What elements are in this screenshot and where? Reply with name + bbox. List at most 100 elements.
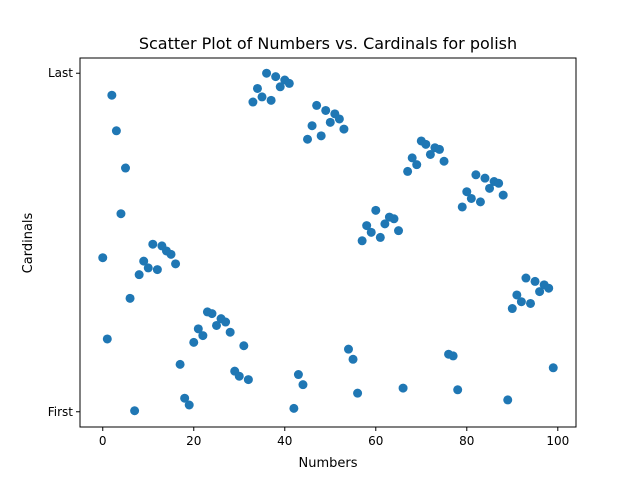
y-tick-label: Last xyxy=(48,66,73,80)
data-point xyxy=(325,117,335,127)
data-point xyxy=(116,209,126,219)
data-point xyxy=(262,68,272,78)
y-tick-label: First xyxy=(48,405,74,419)
data-point xyxy=(462,187,472,197)
data-point xyxy=(398,383,408,393)
data-point xyxy=(380,219,390,229)
data-point xyxy=(530,276,540,286)
data-point xyxy=(243,375,253,385)
data-point xyxy=(316,131,326,141)
x-tick-label: 20 xyxy=(186,434,201,448)
chart-title: Scatter Plot of Numbers vs. Cardinals fo… xyxy=(139,34,517,53)
data-point xyxy=(366,227,376,237)
points-layer xyxy=(98,68,558,416)
data-point xyxy=(180,393,190,403)
data-point xyxy=(389,214,399,224)
data-point xyxy=(512,290,522,300)
data-point xyxy=(535,287,545,297)
data-point xyxy=(448,351,458,361)
data-point xyxy=(271,72,281,82)
data-point xyxy=(252,83,262,93)
data-point xyxy=(453,385,463,395)
data-point xyxy=(503,395,513,405)
data-point xyxy=(298,380,308,390)
data-point xyxy=(225,327,235,337)
data-point xyxy=(111,126,121,136)
data-point xyxy=(485,183,495,193)
data-point xyxy=(348,354,358,364)
x-axis: 0 20 40 60 80 100 xyxy=(99,427,569,448)
data-point xyxy=(239,341,249,351)
data-point xyxy=(171,259,181,269)
data-point xyxy=(248,97,258,107)
data-point xyxy=(125,293,135,303)
data-point xyxy=(234,371,244,381)
data-point xyxy=(207,309,217,319)
data-point xyxy=(407,153,417,163)
x-tick-label: 60 xyxy=(368,434,383,448)
data-point xyxy=(121,163,130,173)
data-point xyxy=(334,114,344,124)
data-point xyxy=(130,406,140,416)
y-axis: First Last xyxy=(48,66,80,419)
data-point xyxy=(434,144,444,154)
x-tick-label: 40 xyxy=(277,434,292,448)
data-point xyxy=(544,283,554,293)
data-point xyxy=(339,124,349,134)
data-point xyxy=(266,95,276,105)
data-point xyxy=(312,100,322,110)
data-point xyxy=(471,170,481,180)
data-point xyxy=(98,253,108,263)
data-point xyxy=(284,78,294,88)
data-point xyxy=(466,193,476,203)
data-point xyxy=(353,388,363,398)
data-point xyxy=(221,317,231,327)
data-point xyxy=(275,82,285,92)
data-point xyxy=(425,149,435,159)
data-point xyxy=(362,221,372,231)
data-point xyxy=(189,337,199,347)
x-tick-label: 0 xyxy=(99,434,107,448)
data-point xyxy=(289,403,299,413)
data-point xyxy=(139,256,149,266)
data-point xyxy=(412,160,422,170)
data-point xyxy=(516,297,526,307)
data-point xyxy=(193,324,203,334)
data-point xyxy=(102,334,112,344)
data-point xyxy=(303,134,313,144)
data-point xyxy=(394,226,404,236)
data-point xyxy=(507,304,517,314)
data-point xyxy=(498,190,508,200)
data-point xyxy=(475,197,485,207)
data-point xyxy=(357,236,367,246)
x-axis-label: Numbers xyxy=(299,456,358,471)
data-point xyxy=(403,166,413,176)
data-point xyxy=(457,202,467,212)
data-point xyxy=(548,363,558,373)
data-point xyxy=(321,105,331,115)
data-point xyxy=(212,320,222,330)
x-tick-label: 80 xyxy=(459,434,474,448)
data-point xyxy=(134,270,144,280)
data-point xyxy=(439,156,449,166)
data-point xyxy=(257,92,267,102)
data-point xyxy=(143,263,153,273)
data-point xyxy=(343,344,353,354)
data-point xyxy=(371,205,381,215)
data-point xyxy=(421,139,431,149)
plot-frame xyxy=(79,57,577,428)
data-point xyxy=(152,265,162,275)
y-axis-label: Cardinals xyxy=(21,212,36,273)
data-point xyxy=(293,370,303,380)
data-point xyxy=(521,273,531,283)
data-point xyxy=(175,359,185,369)
data-point xyxy=(494,178,504,188)
data-point xyxy=(375,232,385,242)
data-point xyxy=(480,173,490,183)
data-point xyxy=(526,298,535,308)
data-point xyxy=(307,121,317,131)
data-point xyxy=(198,331,208,341)
data-point xyxy=(148,239,158,249)
